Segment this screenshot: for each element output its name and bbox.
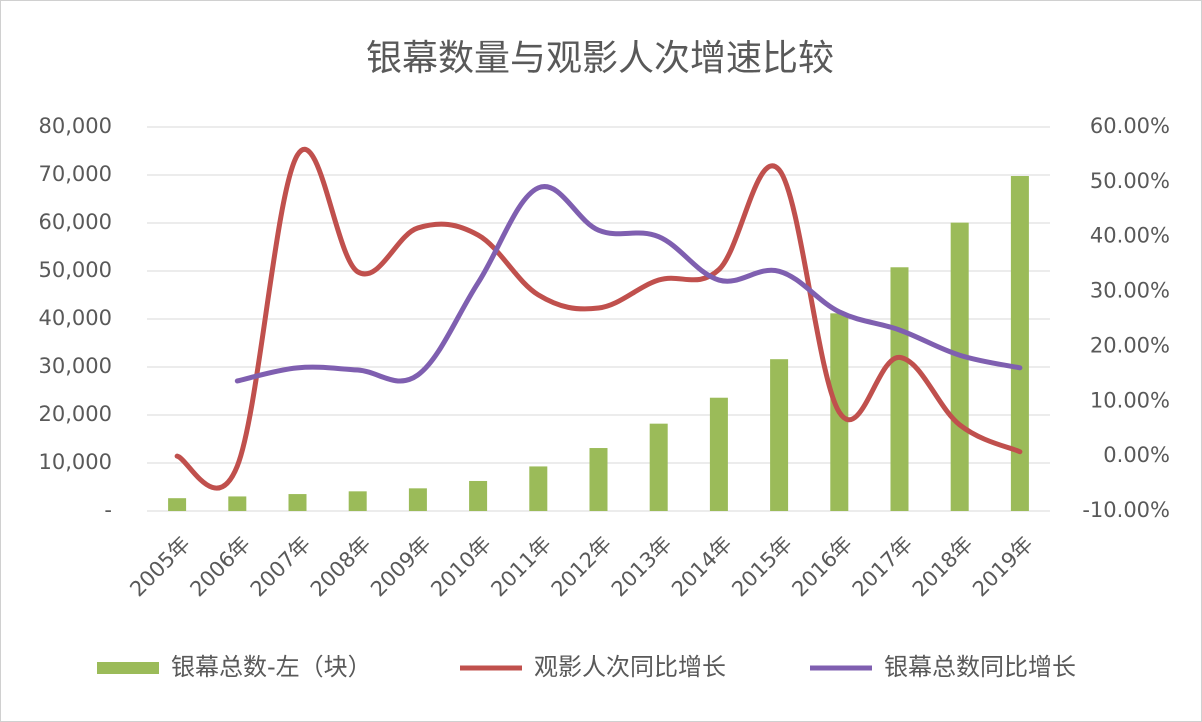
y-tick-label: 80,000 xyxy=(39,114,112,138)
legend-label: 观影人次同比增长 xyxy=(534,653,726,681)
y-tick-label: 70,000 xyxy=(39,162,112,186)
bar xyxy=(228,496,247,511)
line xyxy=(234,184,1023,384)
y2-tick-label: 20.00% xyxy=(1090,333,1170,357)
y2-tick-label: -10.00% xyxy=(1082,498,1170,522)
bar xyxy=(890,267,909,511)
y2-tick-label: 40.00% xyxy=(1090,224,1170,248)
bar xyxy=(288,494,307,511)
bar xyxy=(469,480,488,511)
y-tick-label: - xyxy=(104,498,112,522)
y2-tick-label: 0.00% xyxy=(1103,443,1170,467)
bar xyxy=(950,222,969,512)
bar xyxy=(589,448,608,511)
bar xyxy=(649,423,668,511)
y-tick-label: 50,000 xyxy=(39,258,112,282)
line xyxy=(174,147,1023,491)
chart-title: 银幕数量与观影人次增速比较 xyxy=(366,38,834,79)
y2-tick-label: 50.00% xyxy=(1090,169,1170,193)
y-tick-label: 40,000 xyxy=(39,306,112,330)
legend-label: 银幕总数同比增长 xyxy=(884,653,1076,681)
y2-tick-label: 60.00% xyxy=(1090,114,1170,138)
bar xyxy=(709,397,728,511)
y2-tick-label: 30.00% xyxy=(1090,279,1170,303)
bar xyxy=(408,488,427,511)
y-tick-label: 10,000 xyxy=(39,450,112,474)
y2-tick-label: 10.00% xyxy=(1090,388,1170,412)
legend-swatch xyxy=(97,662,159,674)
bar xyxy=(770,359,789,511)
legend-label: 银幕总数-左（块） xyxy=(171,653,372,681)
bar xyxy=(1010,176,1029,511)
bar xyxy=(348,491,367,511)
y-tick-label: 20,000 xyxy=(39,402,112,426)
y-tick-label: 30,000 xyxy=(39,354,112,378)
y-tick-label: 60,000 xyxy=(39,210,112,234)
bar xyxy=(529,466,548,511)
bar xyxy=(168,498,187,511)
